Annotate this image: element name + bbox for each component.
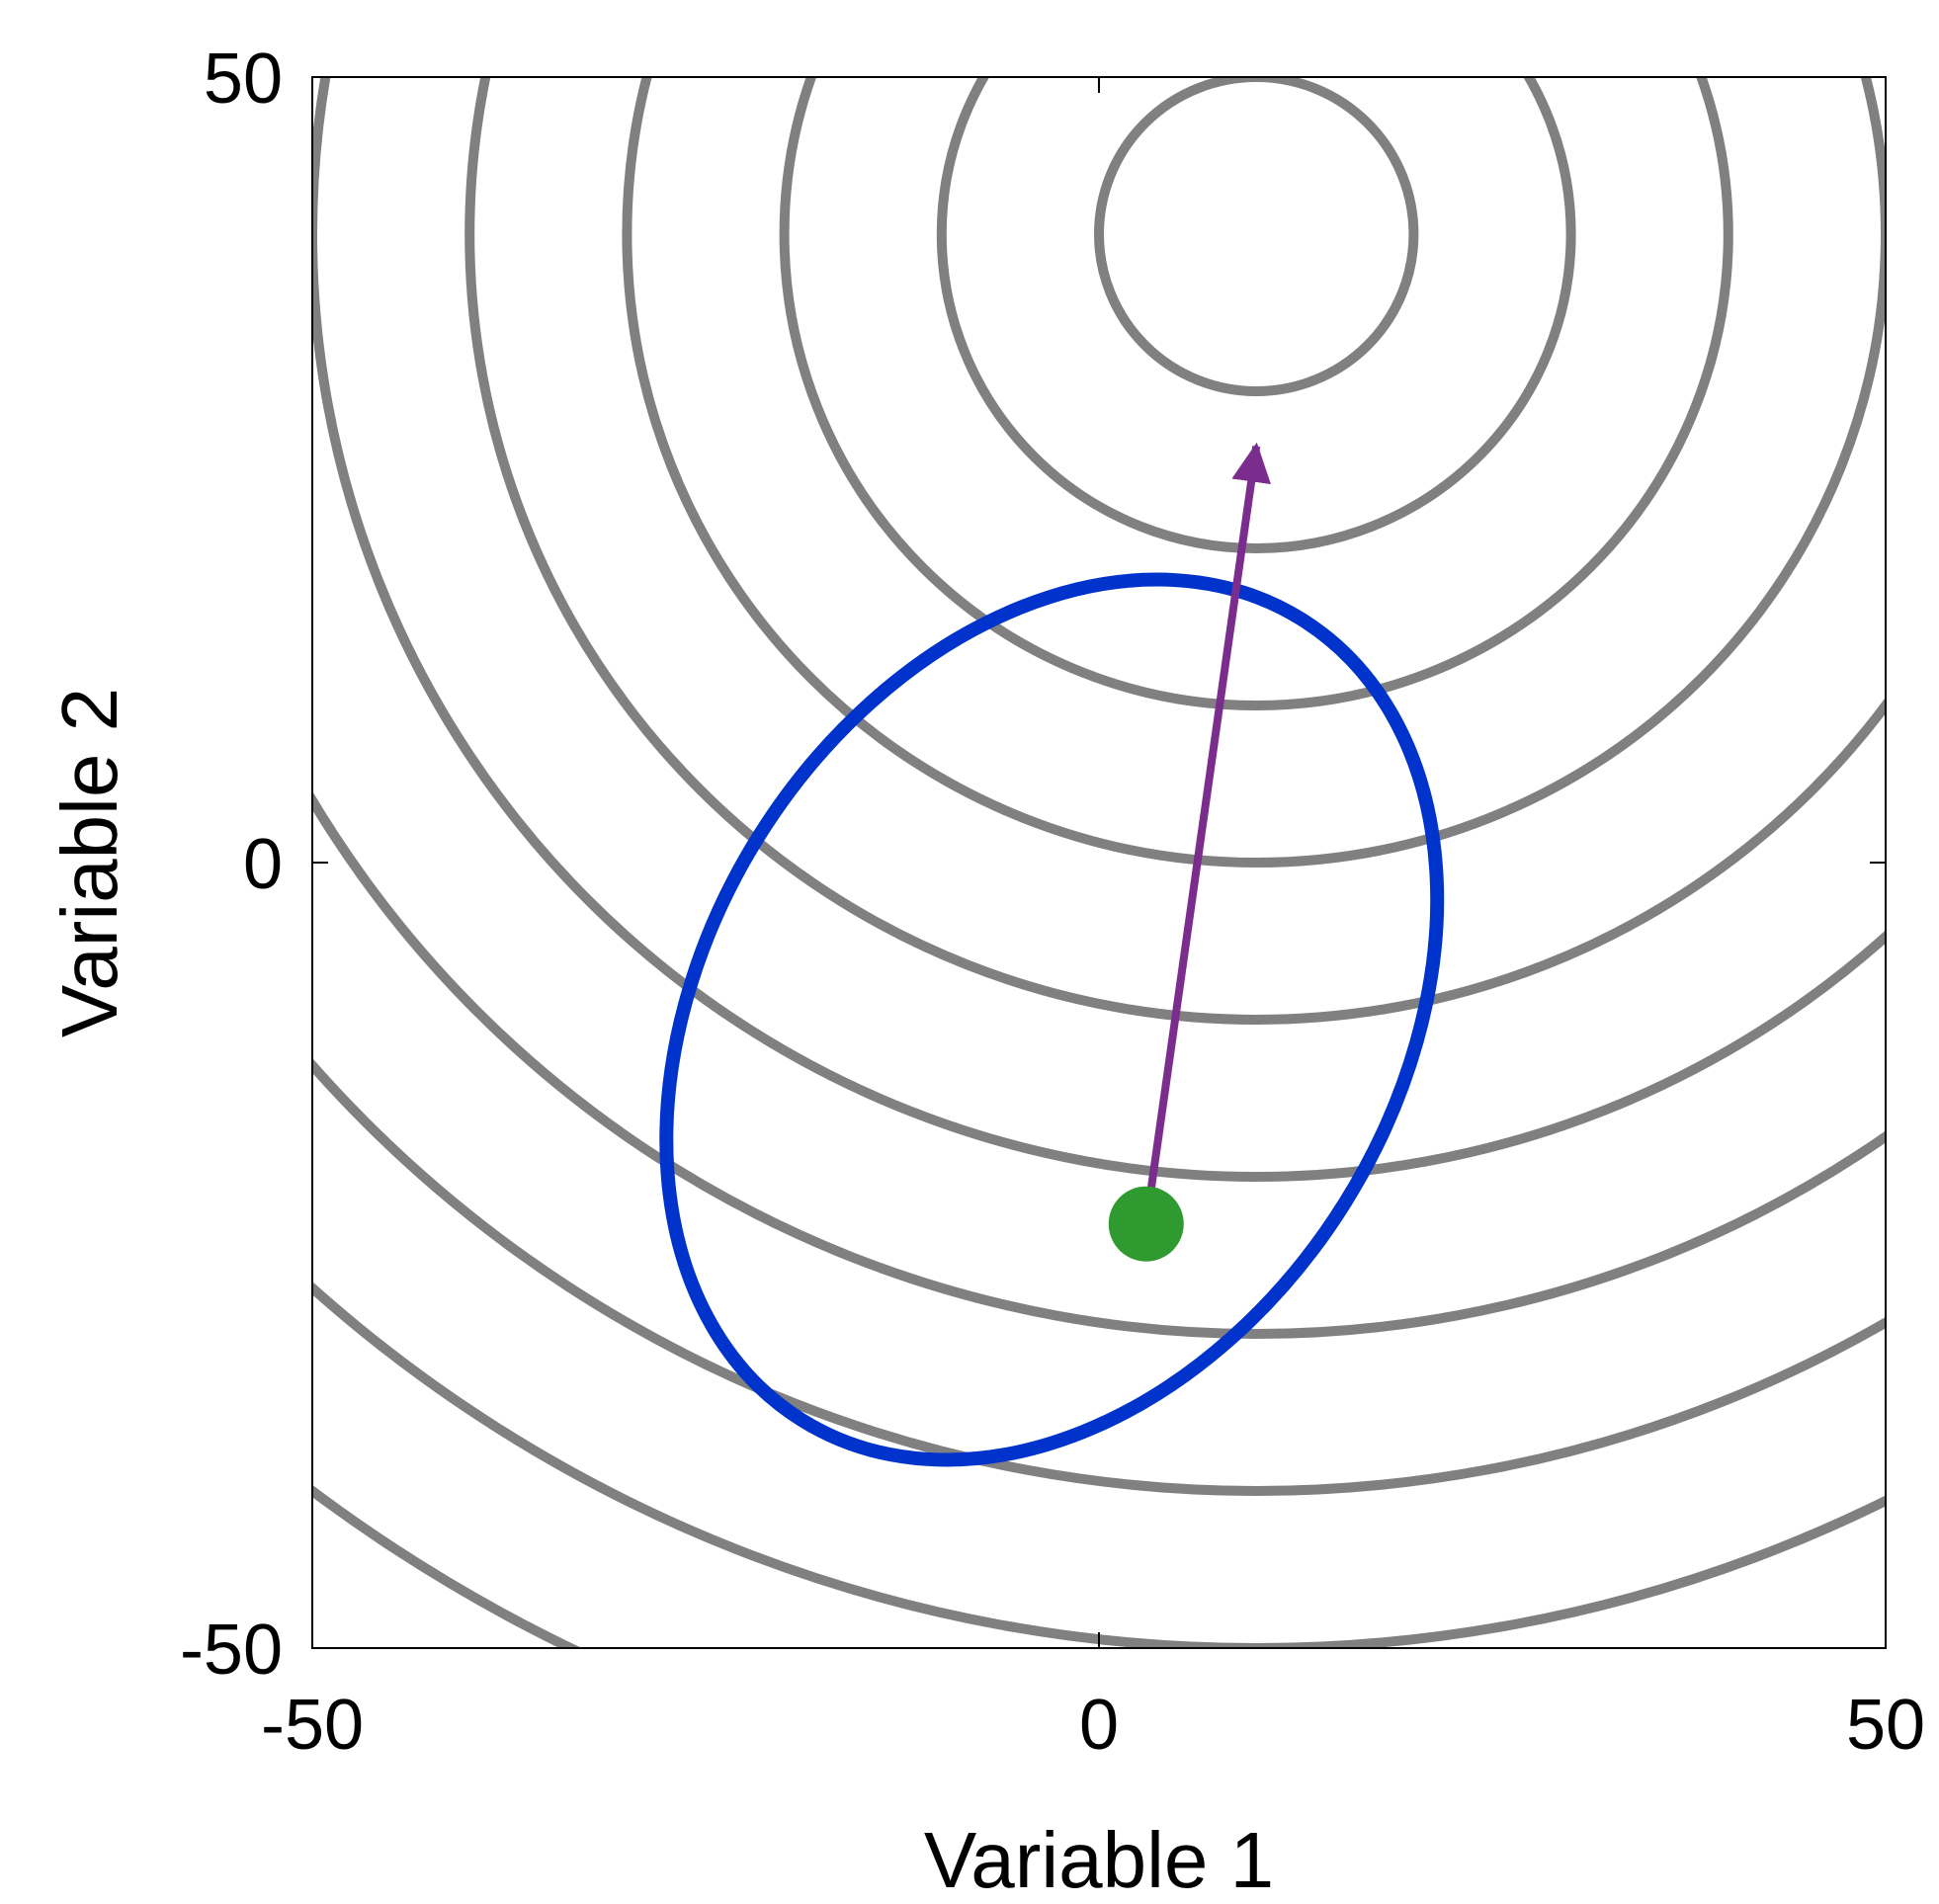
y-tick-label-1: -50 [180,1611,283,1690]
gradient-arrow-layer [1141,442,1271,1225]
x-tick-labels: -50 0 50 [261,1686,1925,1765]
contour-ring-9 [312,1281,1886,1648]
confidence-ellipse-layer [659,572,1445,1467]
x-tick-label-3: 50 [1846,1686,1925,1765]
y-tick-label-2: 0 [243,825,283,904]
y-axis-label: Variable 2 [45,688,133,1037]
contour-ring-10 [312,1484,583,1648]
contour-ring-6 [312,77,1886,1182]
gradient-arrow [1141,442,1271,1225]
axis-ticks [311,76,1887,1649]
confidence-ellipse [659,572,1445,1467]
contour-ring-7 [312,789,1886,1339]
y-tick-label-3: 50 [204,40,283,119]
contour-ring-4 [622,77,1886,868]
x-tick-label-1: -50 [261,1686,364,1765]
contour-ring-8 [312,1057,1886,1496]
contour-ring-3 [779,77,1733,710]
y-tick-labels: -50 0 50 [180,40,283,1690]
x-tick-label-2: 0 [1079,1686,1119,1765]
start-point [1108,1186,1184,1262]
contour-ring-1 [1094,77,1419,396]
contour-ring-5 [464,77,1886,1025]
contour-ring-2 [936,77,1576,553]
start-point-layer [1108,1186,1184,1262]
x-axis-label: Variable 1 [924,1816,1274,1904]
